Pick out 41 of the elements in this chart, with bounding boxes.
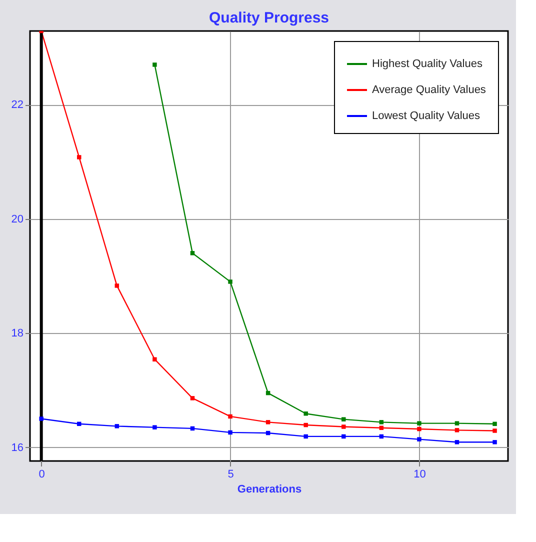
- point: [492, 428, 497, 433]
- point: [492, 422, 497, 426]
- point: [39, 416, 44, 421]
- point: [228, 430, 232, 435]
- x-tick-label: 0: [38, 468, 45, 480]
- y-tick-label: 16: [11, 442, 24, 454]
- point: [304, 411, 308, 416]
- legend-label: Lowest Quality Values: [372, 110, 481, 122]
- x-tick-label: 10: [414, 468, 426, 480]
- point: [417, 421, 422, 426]
- point: [342, 424, 346, 429]
- point: [342, 417, 346, 422]
- legend-label: Average Quality Values: [372, 84, 486, 96]
- point: [190, 251, 195, 256]
- legend-label: Highest Quality Values: [372, 58, 483, 70]
- point: [228, 414, 232, 419]
- point: [454, 421, 460, 426]
- x-axis-title: Generations: [237, 484, 302, 496]
- point: [417, 426, 422, 432]
- point: [304, 422, 308, 428]
- point: [114, 284, 120, 288]
- point: [454, 428, 460, 432]
- y-tick-label: 20: [11, 213, 24, 226]
- point: [190, 396, 195, 400]
- y-tick-label: 18: [11, 328, 24, 340]
- point: [379, 420, 384, 424]
- point: [114, 424, 120, 428]
- point: [152, 425, 157, 430]
- y-tick-label: 22: [11, 99, 24, 112]
- point: [266, 420, 270, 424]
- x-tick-label: 5: [228, 468, 234, 480]
- point: [152, 62, 157, 67]
- point: [492, 440, 497, 444]
- point: [77, 155, 82, 160]
- chart-title: Quality Progress: [208, 10, 330, 26]
- point: [454, 440, 460, 444]
- point: [342, 434, 346, 439]
- point: [417, 437, 422, 442]
- point: [152, 357, 157, 362]
- point: [228, 280, 232, 284]
- point: [304, 434, 308, 439]
